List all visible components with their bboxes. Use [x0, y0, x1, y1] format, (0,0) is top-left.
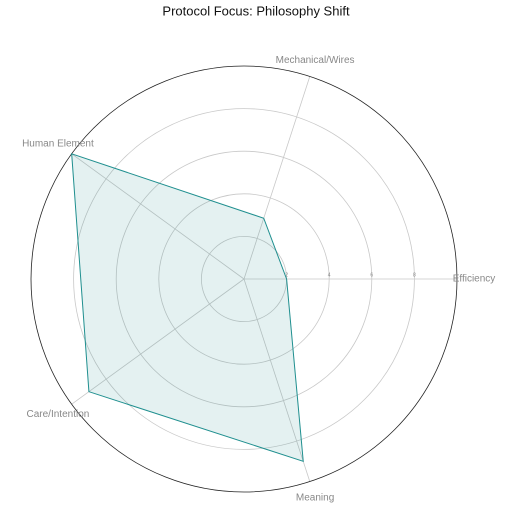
spoke [243, 278, 311, 482]
tick-label: 2 [285, 272, 288, 278]
axis-label: Meaning [296, 492, 334, 503]
spoke [243, 76, 311, 280]
outer-ring [30, 65, 458, 493]
axis-label: Efficiency [453, 274, 496, 285]
spoke [71, 278, 245, 405]
axis-label: Human Element [22, 138, 94, 149]
spoke [71, 153, 245, 280]
tick-label: 8 [413, 272, 416, 278]
tick-label: 4 [328, 272, 331, 278]
axis-label: Care/Intention [27, 409, 90, 420]
axis-label: Mechanical/Wires [276, 55, 355, 66]
tick-label: 6 [370, 272, 373, 278]
radar-area [71, 153, 304, 463]
chart-title: Protocol Focus: Philosophy Shift [162, 3, 350, 18]
